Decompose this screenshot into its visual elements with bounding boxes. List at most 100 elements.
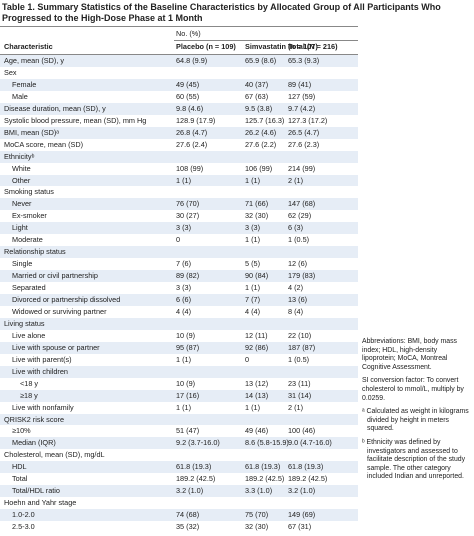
row-label: Live with spouse or partner: [12, 342, 100, 352]
row-label: Total/HDL ratio: [12, 486, 60, 496]
group-header: No. (%): [176, 29, 201, 38]
row-label: Widowed or surviving partner: [12, 306, 107, 316]
footnote: ᵃ Calculated as weight in kilograms divi…: [362, 408, 469, 433]
cell-value: 2 (1): [288, 402, 304, 412]
cell-value: 189.2 (42.5): [245, 474, 285, 484]
cell-value: 3.2 (1.0): [176, 486, 204, 496]
row-band: [0, 174, 358, 187]
row-label: ≥10%: [12, 426, 31, 436]
cell-value: 8 (4): [288, 306, 304, 316]
row-band: [0, 55, 358, 67]
row-band: [0, 389, 358, 402]
row-band: [0, 150, 358, 163]
cell-value: 61.8 (19.3): [245, 462, 281, 472]
row-label: Systolic blood pressure, mean (SD), mm H…: [4, 115, 147, 125]
row-band: [0, 485, 358, 498]
cell-value: 65.9 (8.6): [245, 56, 277, 65]
row-label: Hoehn and Yahr stage: [4, 498, 77, 508]
cell-value: 189.2 (42.5): [288, 474, 328, 484]
cell-value: 9.8 (4.6): [176, 103, 204, 113]
cell-value: 27.6 (2.4): [176, 139, 208, 149]
cell-value: 32 (30): [245, 211, 269, 221]
row-label: Ex-smoker: [12, 211, 47, 221]
cell-value: 26.5 (4.7): [288, 127, 320, 137]
row-label: Sex: [4, 67, 17, 77]
rule: [0, 54, 358, 55]
cell-value: 149 (69): [288, 510, 316, 520]
row-label: ≥18 y: [20, 390, 38, 400]
cell-value: 75 (70): [245, 510, 269, 520]
cell-value: 95 (87): [176, 342, 200, 352]
cell-value: 62 (29): [288, 211, 312, 221]
column-header: Simvastatin (n = 107): [245, 42, 318, 51]
row-label: HDL: [12, 462, 27, 472]
row-label: 2.5-3.0: [12, 522, 35, 532]
cell-value: 6 (3): [288, 223, 304, 233]
table-title: Table 1. Summary Statistics of the Basel…: [2, 2, 441, 23]
row-label: Male: [12, 91, 28, 101]
cell-value: 27.6 (2.2): [245, 139, 277, 149]
cell-value: 22 (10): [288, 330, 312, 340]
cell-value: 31 (14): [288, 390, 312, 400]
column-header: Total (N = 216): [288, 42, 338, 51]
cell-value: 7 (6): [176, 259, 192, 269]
row-label: Live with nonfamily: [12, 402, 74, 412]
cell-value: 67 (31): [288, 522, 312, 532]
cell-value: 67 (63): [245, 91, 269, 101]
cell-value: 10 (9): [176, 378, 196, 388]
cell-value: 4 (4): [245, 306, 261, 316]
cell-value: 147 (68): [288, 199, 316, 209]
row-label: Other: [12, 175, 31, 185]
cell-value: 9.7 (4.2): [288, 103, 316, 113]
cell-value: 1 (1): [176, 402, 192, 412]
cell-value: 127.3 (17.2): [288, 115, 328, 125]
row-label: Live with parent(s): [12, 354, 72, 364]
row-label: Living status: [4, 318, 45, 328]
row-label: BMI, mean (SD)ᵃ: [4, 127, 60, 137]
rule: [0, 26, 358, 27]
row-label: Female: [12, 79, 37, 89]
row-band: [0, 294, 358, 306]
cell-value: 187 (87): [288, 342, 316, 352]
abbreviations: Abbreviations: BMI, body mass index; HDL…: [362, 338, 457, 371]
row-label: Never: [12, 199, 32, 209]
row-label: Live with children: [12, 366, 68, 376]
cell-value: 1 (1): [245, 235, 261, 245]
row-band: [0, 365, 358, 378]
cell-value: 9.2 (3.7-16.0): [176, 438, 220, 448]
cell-value: 60 (55): [176, 91, 200, 101]
cell-value: 1 (1): [245, 175, 261, 185]
cell-value: 108 (99): [176, 163, 204, 173]
cell-value: 10 (9): [176, 330, 196, 340]
cell-value: 92 (86): [245, 342, 269, 352]
row-band: [0, 198, 358, 211]
row-label: 1.0-2.0: [12, 510, 35, 520]
row-band: [0, 317, 358, 330]
row-label: Smoking status: [4, 187, 54, 197]
cell-value: 5 (5): [245, 259, 261, 269]
row-label: Light: [12, 223, 28, 233]
cell-value: 0: [245, 354, 250, 364]
row-label: MoCA score, mean (SD): [4, 139, 84, 149]
cell-value: 7 (7): [245, 295, 261, 304]
cell-value: 35 (32): [176, 522, 200, 532]
cell-value: 179 (83): [288, 271, 316, 281]
cell-value: 8.6 (5.8-15.9): [245, 438, 289, 448]
cell-value: 4 (4): [176, 306, 192, 316]
cell-value: 1 (1): [176, 354, 192, 364]
row-label: Disease duration, mean (SD), y: [4, 103, 106, 113]
si-conversion: SI conversion factor: To convert cholest…: [362, 377, 464, 402]
row-label: Median (IQR): [12, 438, 56, 448]
cell-value: 23 (11): [288, 378, 311, 388]
cell-value: 13 (6): [288, 295, 308, 304]
row-label: QRISK2 risk score: [4, 414, 65, 424]
cell-value: 65.3 (9.3): [288, 56, 320, 65]
row-band: [0, 126, 358, 139]
cell-value: 40 (37): [245, 79, 269, 89]
cell-value: 6 (6): [176, 295, 192, 304]
cell-value: 1 (0.5): [288, 235, 310, 245]
cell-value: 100 (46): [288, 426, 316, 436]
cell-value: 71 (66): [245, 199, 269, 209]
cell-value: 189.2 (42.5): [176, 474, 216, 484]
